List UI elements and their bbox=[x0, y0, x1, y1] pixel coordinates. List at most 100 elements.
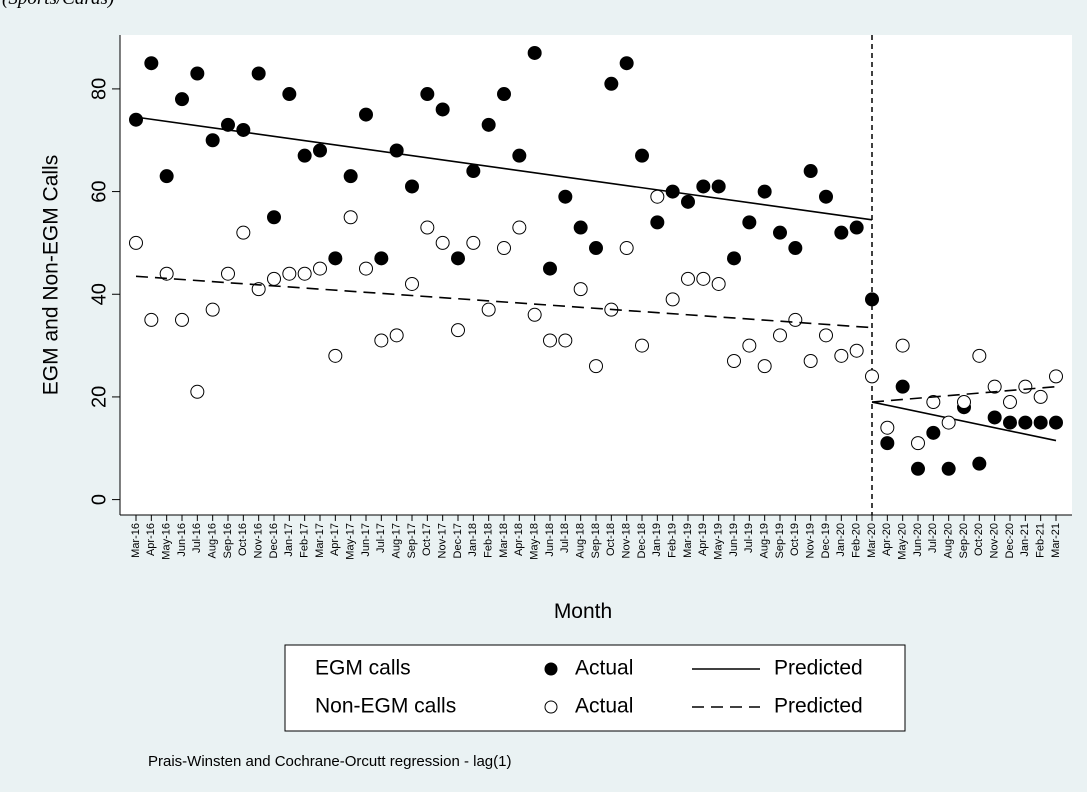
x-tick-label: Jun-19 bbox=[728, 523, 740, 557]
x-tick-label: Jan-20 bbox=[835, 523, 847, 557]
data-point bbox=[543, 333, 557, 348]
data-point bbox=[573, 282, 588, 297]
data-point bbox=[895, 338, 910, 353]
data-point bbox=[987, 410, 1002, 425]
x-tick-label: Oct-20 bbox=[973, 523, 985, 556]
data-point bbox=[451, 323, 465, 338]
data-point bbox=[941, 415, 956, 430]
x-tick-label: Nov-20 bbox=[989, 523, 1001, 558]
data-point bbox=[221, 266, 235, 281]
predicted-line bbox=[871, 401, 1057, 442]
x-tick-label: Dec-16 bbox=[268, 523, 280, 558]
x-tick-label: Jul-16 bbox=[191, 523, 203, 553]
x-tick-label: Jul-19 bbox=[743, 523, 755, 553]
x-tick-label: Oct-19 bbox=[789, 523, 801, 556]
plot-area bbox=[120, 35, 1072, 515]
data-point bbox=[1049, 415, 1063, 430]
data-point bbox=[282, 266, 297, 281]
data-point bbox=[405, 276, 419, 291]
x-tick-label: May-16 bbox=[161, 523, 173, 560]
data-point bbox=[389, 328, 404, 343]
x-tick-label: Sep-18 bbox=[590, 523, 602, 558]
data-point bbox=[558, 333, 573, 348]
x-tick-label: Mar-16 bbox=[130, 523, 142, 558]
data-point bbox=[619, 56, 634, 71]
legend-marker bbox=[544, 662, 558, 676]
data-point bbox=[757, 359, 772, 374]
x-tick-label: Jan-17 bbox=[283, 523, 295, 557]
data-point bbox=[175, 312, 189, 327]
data-point bbox=[665, 292, 680, 307]
data-point bbox=[389, 143, 404, 158]
predicted-line bbox=[871, 385, 1057, 403]
x-tick-label: Jun-18 bbox=[544, 523, 556, 557]
data-point bbox=[328, 251, 343, 266]
data-point bbox=[941, 461, 956, 476]
data-point bbox=[144, 312, 159, 327]
note: Prais-Winsten and Cochrane-Orcutt regres… bbox=[148, 753, 511, 770]
x-tick-label: Jul-17 bbox=[375, 523, 387, 553]
data-point bbox=[466, 235, 481, 250]
data-point bbox=[527, 307, 542, 322]
data-point bbox=[328, 348, 343, 363]
y-tick-label: 80 bbox=[88, 78, 110, 100]
data-point bbox=[895, 379, 910, 394]
data-point bbox=[1003, 395, 1017, 410]
x-tick-label: Mar-17 bbox=[314, 523, 326, 558]
data-point bbox=[190, 66, 205, 81]
data-point bbox=[880, 420, 895, 435]
x-tick-label: Apr-16 bbox=[145, 523, 157, 556]
data-point bbox=[788, 312, 803, 327]
x-tick-label: Aug-17 bbox=[391, 523, 403, 558]
data-point bbox=[711, 179, 726, 194]
x-tick-label: Jul-18 bbox=[559, 523, 571, 553]
data-point bbox=[865, 369, 879, 384]
data-point bbox=[727, 251, 741, 266]
x-tick-label: Sep-19 bbox=[774, 523, 786, 558]
data-point bbox=[635, 148, 649, 163]
x-tick-label: Aug-20 bbox=[943, 523, 955, 558]
x-tick-label: Sep-20 bbox=[958, 523, 970, 558]
data-point bbox=[1018, 415, 1033, 430]
data-point bbox=[175, 92, 189, 107]
x-tick-label: Jun-20 bbox=[912, 523, 924, 557]
y-tick-label: 40 bbox=[88, 283, 110, 305]
data-point bbox=[374, 251, 389, 266]
data-point bbox=[1003, 415, 1017, 430]
y-tick-label: 60 bbox=[88, 180, 110, 202]
data-point bbox=[727, 353, 741, 368]
data-point bbox=[374, 333, 389, 348]
x-tick-label: Jun-16 bbox=[176, 523, 188, 557]
y-tick-label: 20 bbox=[88, 386, 110, 408]
data-point bbox=[205, 302, 220, 317]
x-tick-label: Dec-18 bbox=[636, 523, 648, 558]
legend-box bbox=[284, 644, 906, 732]
data-point bbox=[236, 122, 251, 137]
data-point bbox=[834, 225, 849, 240]
data-point bbox=[359, 107, 373, 122]
data-point bbox=[957, 395, 971, 410]
data-point bbox=[819, 189, 833, 204]
x-tick-label: Feb-18 bbox=[483, 523, 495, 558]
x-tick-label: Jul-20 bbox=[927, 523, 939, 553]
data-point bbox=[343, 169, 358, 184]
x-tick-label: Jan-19 bbox=[651, 523, 663, 557]
data-point bbox=[481, 302, 496, 317]
x-tick-label: Oct-16 bbox=[237, 523, 249, 556]
data-point bbox=[481, 117, 496, 132]
data-point bbox=[267, 271, 281, 286]
data-point bbox=[420, 87, 435, 102]
data-point bbox=[1033, 415, 1048, 430]
data-point bbox=[297, 266, 312, 281]
data-point bbox=[1049, 369, 1063, 384]
x-tick-label: Aug-19 bbox=[759, 523, 771, 558]
data-point bbox=[359, 261, 373, 276]
x-tick-label: Apr-18 bbox=[513, 523, 525, 556]
data-point bbox=[497, 241, 511, 256]
data-point bbox=[435, 102, 450, 117]
data-point bbox=[742, 338, 757, 353]
data-point bbox=[650, 189, 665, 204]
x-tick-label: Jan-18 bbox=[467, 523, 479, 557]
x-tick-label: Dec-19 bbox=[820, 523, 832, 558]
x-tick-label: Nov-16 bbox=[253, 523, 265, 558]
